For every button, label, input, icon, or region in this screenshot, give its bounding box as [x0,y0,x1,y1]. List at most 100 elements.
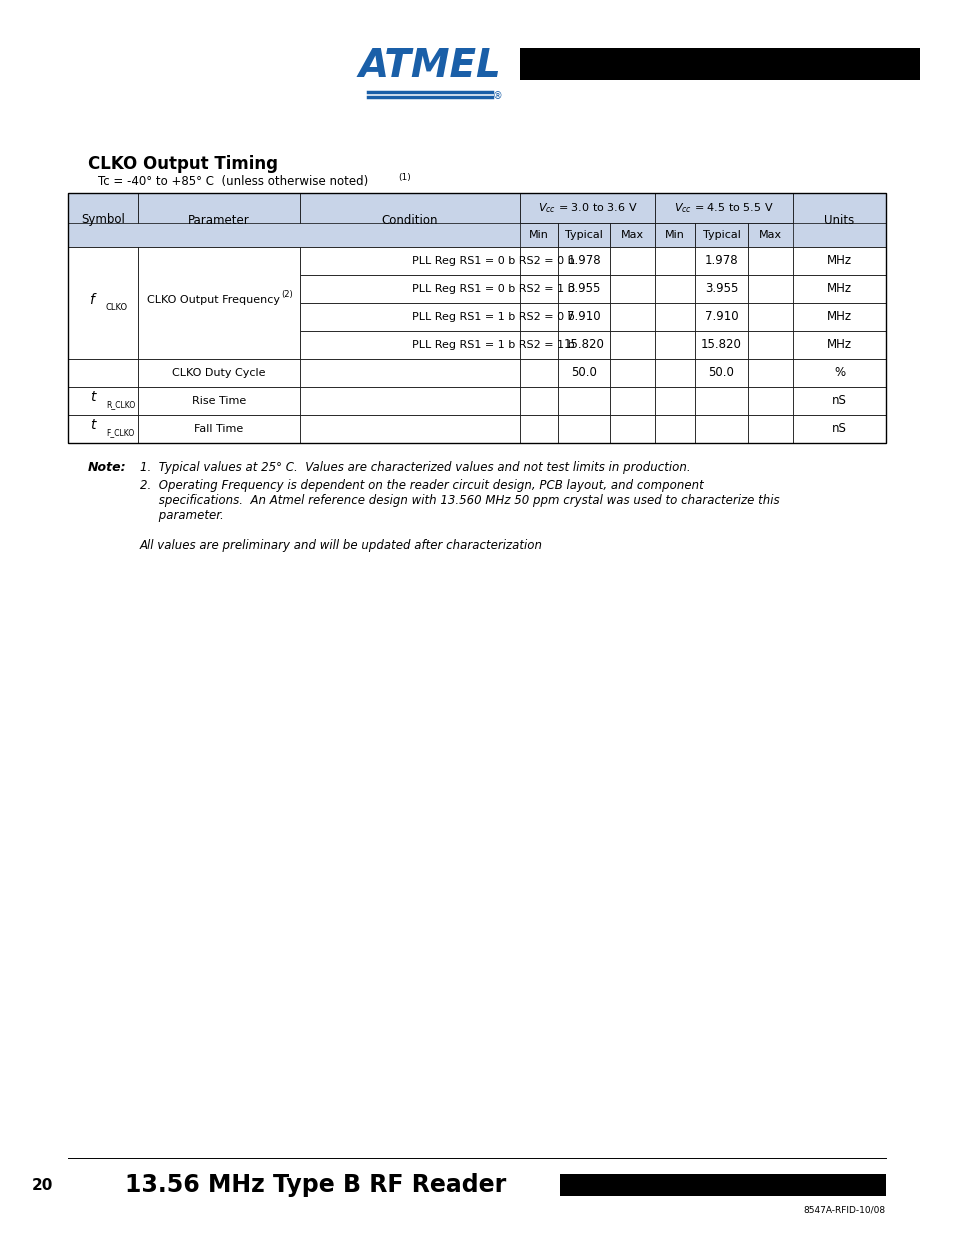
Text: MHz: MHz [826,310,851,324]
Bar [792,247,885,275]
Bar [695,415,747,443]
Text: Typical: Typical [564,230,602,240]
Text: CLKO: CLKO [106,303,128,311]
Bar [695,387,747,415]
Text: Condition: Condition [381,214,437,226]
Bar [695,331,747,359]
Bar [558,331,609,359]
Text: 8547A-RFID-10/08: 8547A-RFID-10/08 [803,1205,885,1214]
Bar [695,224,747,247]
Text: 50.0: 50.0 [571,367,597,379]
Bar [792,415,885,443]
Bar [609,331,655,359]
Text: $V_{cc}$ = 3.0 to 3.6 V: $V_{cc}$ = 3.0 to 3.6 V [537,201,637,215]
Bar [519,275,558,303]
Bar [68,247,138,275]
Bar [747,247,792,275]
Bar [68,331,138,359]
Bar [609,359,655,387]
Text: $t$: $t$ [90,417,98,432]
Bar [747,224,792,247]
Bar [68,387,138,415]
Bar [655,415,695,443]
Text: Tc = -40° to +85° C  (unless otherwise noted): Tc = -40° to +85° C (unless otherwise no… [98,175,368,188]
Bar [68,387,138,415]
Text: 7.910: 7.910 [704,310,738,324]
Bar [519,48,919,80]
Text: 15.820: 15.820 [700,338,741,352]
Text: Rise Time: Rise Time [192,396,246,406]
Bar [68,303,138,331]
Text: nS: nS [831,422,846,436]
Text: PLL Reg RS1 = 0 b RS2 = 1 b: PLL Reg RS1 = 0 b RS2 = 1 b [412,284,575,294]
Bar [609,224,655,247]
Bar [609,247,655,275]
Text: 13.56 MHz Type B RF Reader: 13.56 MHz Type B RF Reader [125,1173,506,1197]
Bar [68,224,885,247]
Bar [655,303,695,331]
Text: Parameter: Parameter [188,214,250,226]
Bar [558,387,609,415]
Bar [68,415,885,443]
Bar [655,359,695,387]
Bar [299,247,519,275]
Text: Max: Max [759,230,781,240]
Bar [747,303,792,331]
Bar [138,303,299,331]
Text: %: % [833,367,844,379]
Bar [655,247,695,275]
Bar [138,415,299,443]
Bar [519,415,558,443]
Text: 1.  Typical values at 25° C.  Values are characterized values and not test limit: 1. Typical values at 25° C. Values are c… [140,461,690,474]
Bar [747,387,792,415]
Bar [655,193,792,224]
Bar [138,331,299,359]
Text: Units: Units [823,214,854,226]
Text: Max: Max [620,230,643,240]
Bar [68,359,138,387]
Text: 50.0: 50.0 [708,367,734,379]
Text: PLL Reg RS1 = 0 b RS2 = 0 b: PLL Reg RS1 = 0 b RS2 = 0 b [412,256,575,266]
Text: ATMEL: ATMEL [358,47,501,85]
Text: MHz: MHz [826,338,851,352]
Text: parameter.: parameter. [140,509,224,522]
Bar [519,224,558,247]
Text: 15.820: 15.820 [563,338,604,352]
Text: Min: Min [529,230,548,240]
Bar [299,387,519,415]
Bar [655,224,695,247]
Text: PLL Reg RS1 = 1 b RS2 = 0 b: PLL Reg RS1 = 1 b RS2 = 0 b [412,312,575,322]
Bar [558,359,609,387]
Bar [792,303,885,331]
Bar [138,359,299,387]
Bar [299,331,519,359]
Text: specifications.  An Atmel reference design with 13.560 MHz 50 ppm crystal was us: specifications. An Atmel reference desig… [140,494,779,508]
Text: 3.955: 3.955 [704,283,738,295]
Text: 20: 20 [31,1177,52,1193]
Text: 3.955: 3.955 [567,283,600,295]
Bar [68,247,138,359]
Bar [655,331,695,359]
Text: Symbol: Symbol [81,214,125,226]
Bar [792,331,885,359]
Bar [747,331,792,359]
Text: Min: Min [664,230,684,240]
Bar [747,275,792,303]
Text: CLKO Output Frequency: CLKO Output Frequency [148,295,280,305]
Bar [68,331,885,359]
Bar [519,359,558,387]
Bar [655,387,695,415]
Bar [299,275,519,303]
Text: MHz: MHz [826,283,851,295]
Bar [792,387,885,415]
Bar [68,193,138,247]
Text: CLKO Output Timing: CLKO Output Timing [88,156,277,173]
Text: ®: ® [493,90,502,100]
Text: R_CLKO: R_CLKO [106,400,135,410]
Bar [299,359,519,387]
Bar [695,303,747,331]
Text: CLKO Duty Cycle: CLKO Duty Cycle [172,368,266,378]
Bar [609,303,655,331]
Bar [299,193,519,247]
Text: $f$: $f$ [90,291,98,306]
